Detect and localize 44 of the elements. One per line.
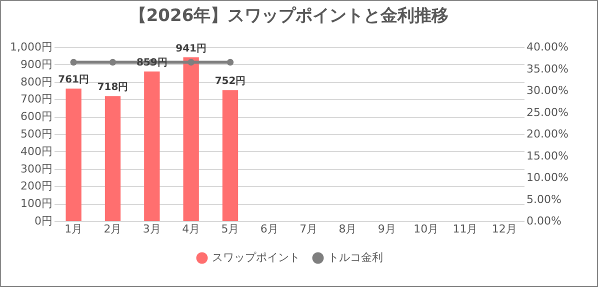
x-tick-label: 5月 [221, 222, 240, 236]
bar [66, 88, 82, 221]
y-tick-label: 900円 [20, 58, 52, 71]
data-label: 752円 [214, 76, 246, 88]
x-tick-label: 4月 [182, 222, 200, 236]
y-tick-label: 800円 [20, 75, 52, 88]
y2-tick-label: 10.00% [526, 171, 568, 184]
y-tick-label: 700円 [20, 92, 52, 106]
y2-tick-label: 15.00% [526, 149, 568, 162]
data-label: 941円 [176, 43, 207, 54]
bar [183, 57, 199, 221]
y-tick-label: 100円 [20, 197, 52, 210]
bar [104, 96, 121, 221]
y2-tick-label: 40.00% [526, 40, 568, 54]
x-tick-label: 9月 [378, 222, 396, 236]
y2-tick-label: 0.00% [526, 214, 562, 228]
x-tick-label: 7月 [300, 222, 318, 236]
x-tick-label: 3月 [142, 222, 161, 236]
legend-label: スワップポイント [212, 251, 300, 264]
bar [222, 90, 238, 221]
bar [144, 72, 160, 221]
x-tick-label: 12月 [492, 222, 517, 236]
legend-label: トルコ金利 [328, 251, 383, 264]
x-tick-label: 11月 [452, 222, 478, 236]
x-tick-label: 1月 [64, 222, 83, 236]
y2-tick-label: 5.00% [526, 192, 562, 206]
x-tick-label: 2月 [104, 222, 122, 236]
y2-tick-label: 20.00% [526, 128, 568, 140]
y2-tick-label: 35.00% [526, 62, 568, 76]
y-tick-label: 1,000円 [10, 40, 52, 54]
y-tick-label: 400円 [20, 144, 52, 158]
chart-title: 【2026年】スワップポイントと金利推移 [129, 6, 449, 26]
data-label: 718円 [97, 82, 128, 94]
x-tick-label: 8月 [338, 222, 357, 236]
y-tick-label: 200円 [20, 180, 52, 193]
y-tick-label: 500円 [20, 128, 52, 140]
y2-tick-label: 25.00% [526, 106, 568, 119]
y2-tick-label: 30.00% [526, 84, 568, 97]
y-tick-label: 0円 [34, 214, 52, 228]
x-tick-label: 6月 [260, 222, 278, 236]
data-label: 761円 [58, 74, 90, 86]
x-tick-label: 10月 [414, 222, 439, 236]
y-tick-label: 300円 [20, 162, 52, 176]
y-tick-label: 600円 [20, 110, 52, 124]
